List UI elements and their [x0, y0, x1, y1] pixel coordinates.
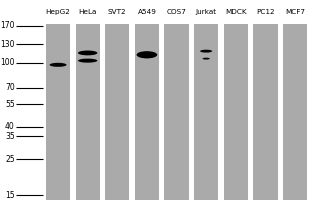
Text: Jurkat: Jurkat: [196, 9, 217, 15]
Text: 40: 40: [5, 122, 15, 131]
Bar: [253, 24, 277, 200]
Text: PC12: PC12: [256, 9, 275, 15]
Ellipse shape: [49, 63, 67, 67]
Text: 130: 130: [0, 40, 15, 49]
Bar: [194, 24, 218, 200]
Text: HepG2: HepG2: [46, 9, 71, 15]
Text: COS7: COS7: [167, 9, 187, 15]
Bar: [76, 24, 100, 200]
Ellipse shape: [78, 59, 97, 63]
Ellipse shape: [78, 51, 97, 55]
Text: 25: 25: [5, 155, 15, 164]
Text: 100: 100: [0, 58, 15, 67]
Bar: [165, 24, 189, 200]
Ellipse shape: [200, 50, 212, 53]
Ellipse shape: [137, 51, 157, 58]
Bar: [283, 24, 307, 200]
Text: HeLa: HeLa: [78, 9, 97, 15]
Text: 170: 170: [0, 21, 15, 30]
Text: A549: A549: [137, 9, 156, 15]
Bar: [135, 24, 159, 200]
Text: 15: 15: [5, 191, 15, 200]
Text: MCF7: MCF7: [285, 9, 305, 15]
Bar: [46, 24, 70, 200]
Text: SVT2: SVT2: [108, 9, 127, 15]
Bar: [224, 24, 248, 200]
Ellipse shape: [202, 58, 210, 60]
Bar: [105, 24, 129, 200]
Text: 35: 35: [5, 132, 15, 141]
Text: 55: 55: [5, 100, 15, 109]
Text: 70: 70: [5, 83, 15, 92]
Text: MDCK: MDCK: [225, 9, 247, 15]
